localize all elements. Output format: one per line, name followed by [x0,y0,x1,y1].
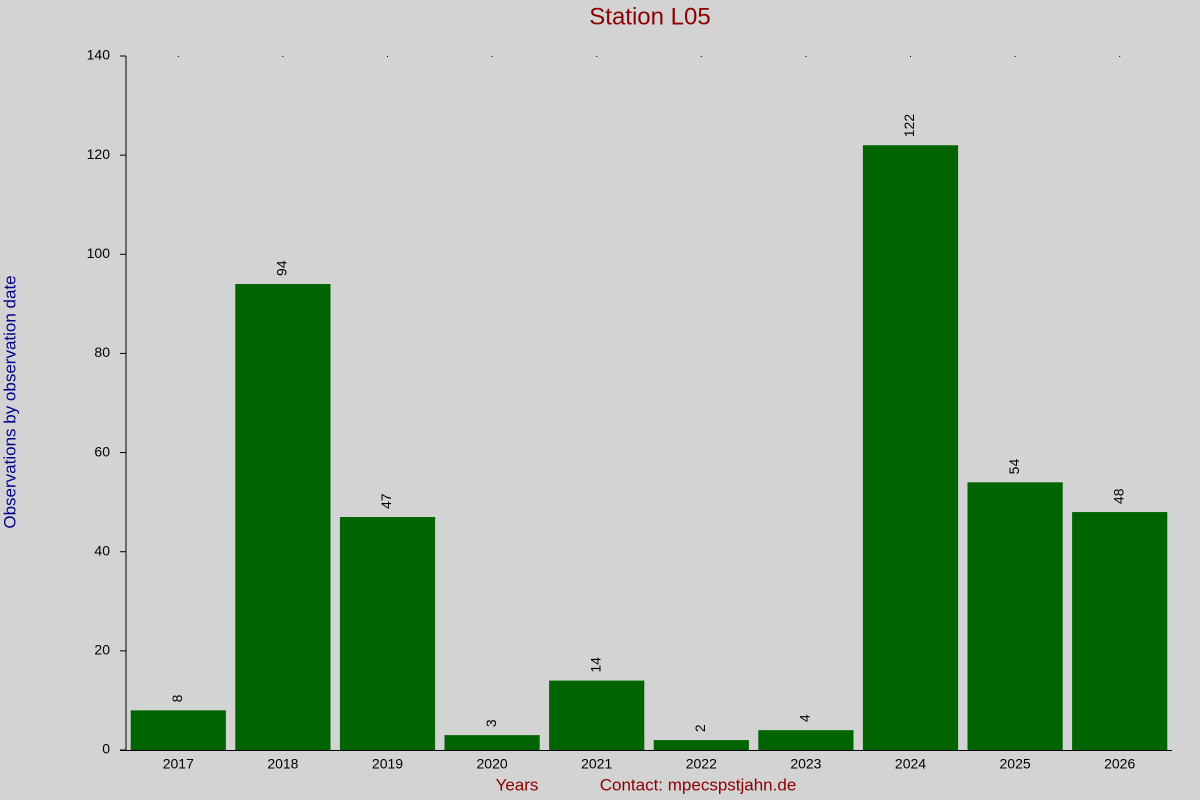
value-label: 14 [587,657,603,673]
value-label: 4 [797,714,813,722]
value-label: 122 [901,114,917,138]
x-tick-label: 2023 [790,756,821,772]
bar [758,730,854,750]
y-tick-label: 40 [94,542,110,558]
bar [653,740,749,750]
x-tick-label: 2025 [1000,756,1031,772]
x-tick-label: 2022 [686,756,717,772]
bar [339,517,436,750]
value-label: 3 [483,719,499,727]
bar [235,284,331,750]
value-label: 47 [378,493,394,509]
x-tick-label: 2020 [477,756,508,772]
value-label: 54 [1006,459,1022,475]
chart-title: Station L05 [589,3,710,30]
bar [444,735,540,750]
bar [549,680,645,750]
contact: Contact: mpecspstjahn.de [600,775,797,794]
value-label: 48 [1110,488,1126,504]
y-tick-label: 140 [87,47,111,63]
y-tick-label: 20 [94,642,110,658]
value-label: 8 [169,694,185,702]
y-tick-label: 0 [102,741,110,757]
value-label: 2 [692,724,708,732]
x-tick-label: 2018 [267,756,298,772]
x-tick-label: 2021 [581,756,612,772]
y-tick-label: 100 [87,245,111,261]
y-tick-label: 120 [87,146,111,162]
y-tick-label: 60 [94,443,110,459]
x-tick-label: 2026 [1104,756,1135,772]
bar [967,482,1063,750]
x-tick-label: 2019 [372,756,403,772]
x-tick-label: 2017 [163,756,194,772]
bar [1072,512,1168,750]
y-tick-label: 80 [94,344,110,360]
bar [130,710,226,750]
x-axis-label: Years [496,775,539,794]
value-label: 94 [274,260,290,276]
bar [862,145,959,750]
y-axis-label: Observations by observation date [0,275,19,528]
x-tick-label: 2024 [895,756,926,772]
